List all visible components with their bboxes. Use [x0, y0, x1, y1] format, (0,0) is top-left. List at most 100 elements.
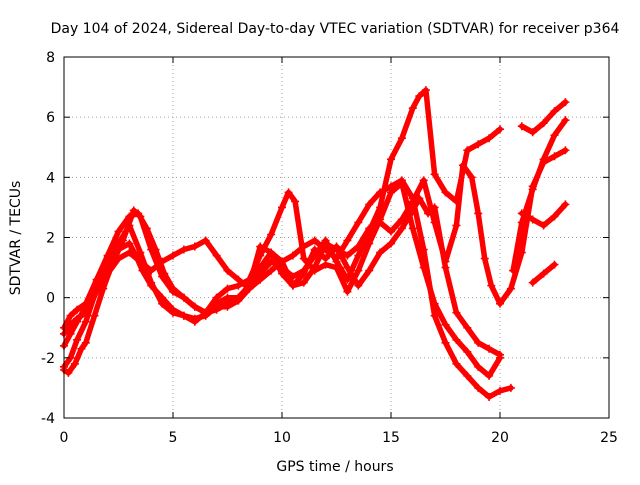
- data-point-trace-4: [158, 257, 167, 266]
- data-point-trace-4: [201, 236, 210, 245]
- data-point-trace-4: [212, 251, 221, 260]
- data-point-trace-5: [77, 344, 86, 353]
- data-point-trace-1: [125, 239, 134, 248]
- y-axis-label: SDTVAR / TECUs: [8, 181, 24, 296]
- data-point-trace-1: [365, 200, 374, 209]
- data-point-trace-4: [376, 218, 385, 227]
- data-point-trace-3: [291, 197, 300, 206]
- data-point-trace-5: [365, 266, 374, 275]
- data-point-trace-5: [99, 284, 108, 293]
- data-point-trace-5: [376, 248, 385, 257]
- data-point-trace-5: [136, 212, 145, 221]
- data-point-trace-2: [528, 128, 537, 137]
- data-point-trace-4: [169, 251, 177, 260]
- data-point-trace-4: [480, 254, 489, 263]
- data-point-trace-2: [397, 134, 406, 143]
- data-point-trace-5: [256, 242, 265, 251]
- data-point-trace-4: [467, 173, 476, 182]
- data-point-trace-5: [424, 209, 433, 218]
- data-point-trace-5: [509, 266, 518, 275]
- data-point-trace-5: [430, 203, 439, 212]
- series-trace-5: [510, 117, 569, 274]
- data-point-trace-5: [234, 293, 243, 302]
- data-point-trace-3: [299, 254, 308, 263]
- data-point-trace-1: [452, 359, 461, 368]
- data-point-trace-5: [179, 293, 188, 302]
- data-point-trace-2: [485, 134, 494, 143]
- data-point-trace-4: [234, 275, 243, 284]
- data-point-trace-5: [90, 311, 99, 320]
- x-tick-label: 0: [60, 430, 69, 446]
- x-tick-label: 20: [491, 430, 509, 446]
- data-point-trace-3: [147, 278, 156, 287]
- data-point-trace-1: [73, 335, 82, 344]
- data-point-trace-1: [288, 251, 297, 260]
- data-point-trace-4: [223, 266, 232, 275]
- data-point-trace-4: [299, 278, 308, 287]
- data-point-trace-1: [550, 260, 559, 269]
- data-point-trace-2: [463, 146, 472, 155]
- data-point-trace-3: [441, 320, 450, 329]
- data-point-trace-5: [118, 236, 127, 245]
- data-point-trace-3: [267, 230, 276, 239]
- data-point-trace-3: [354, 266, 363, 275]
- data-point-trace-2: [550, 107, 559, 116]
- data-point-trace-5: [288, 281, 297, 290]
- data-point-trace-5: [64, 368, 73, 377]
- data-point-trace-2: [114, 227, 123, 236]
- data-series-group: [60, 86, 570, 401]
- data-point-trace-2: [73, 305, 82, 314]
- data-point-trace-3: [190, 317, 199, 326]
- data-point-trace-4: [66, 320, 75, 329]
- data-point-trace-3: [485, 371, 494, 380]
- y-tick-label: -4: [41, 411, 55, 427]
- data-point-trace-1: [430, 311, 439, 320]
- data-point-trace-2: [354, 251, 363, 260]
- data-point-trace-5: [408, 206, 417, 215]
- data-point-trace-3: [430, 299, 439, 308]
- data-point-trace-5: [201, 308, 210, 317]
- data-point-trace-5: [267, 248, 276, 257]
- data-point-trace-5: [70, 359, 79, 368]
- data-point-trace-3: [365, 239, 374, 248]
- data-point-trace-3: [179, 311, 188, 320]
- data-point-trace-3: [463, 347, 472, 356]
- data-point-trace-1: [485, 392, 494, 401]
- data-point-trace-3: [284, 188, 293, 197]
- data-point-trace-4: [81, 308, 90, 317]
- data-point-trace-3: [92, 275, 101, 284]
- data-point-trace-4: [474, 209, 483, 218]
- data-point-trace-3: [561, 200, 570, 209]
- data-point-trace-5: [485, 344, 494, 353]
- data-point-trace-3: [474, 362, 483, 371]
- data-point-trace-5: [415, 194, 424, 203]
- data-point-trace-2: [441, 188, 450, 197]
- data-point-trace-3: [419, 263, 428, 272]
- data-point-trace-3: [387, 188, 395, 197]
- y-tick-label: 4: [46, 170, 55, 186]
- x-tick-label: 25: [600, 430, 618, 446]
- x-tick-label: 5: [169, 430, 178, 446]
- data-point-trace-1: [441, 338, 450, 347]
- data-point-trace-5: [299, 269, 308, 278]
- data-point-trace-3: [408, 224, 417, 233]
- y-tick-label: 6: [46, 110, 55, 126]
- y-tick-label: 2: [46, 231, 55, 247]
- data-point-trace-3: [452, 335, 461, 344]
- data-point-trace-3: [539, 221, 548, 230]
- data-point-trace-5: [441, 263, 450, 272]
- data-point-trace-4: [452, 221, 461, 230]
- data-point-trace-1: [539, 269, 548, 278]
- data-point-trace-5: [343, 263, 352, 272]
- data-point-trace-1: [354, 218, 363, 227]
- data-point-trace-4: [147, 266, 156, 275]
- data-point-trace-2: [430, 170, 439, 179]
- data-point-trace-4: [125, 248, 134, 257]
- chart-title: Day 104 of 2024, Sidereal Day-to-day VTE…: [51, 21, 620, 37]
- data-point-trace-2: [421, 86, 430, 95]
- data-point-trace-2: [415, 92, 424, 101]
- x-tick-label: 15: [382, 430, 400, 446]
- y-tick-label: 8: [46, 50, 55, 66]
